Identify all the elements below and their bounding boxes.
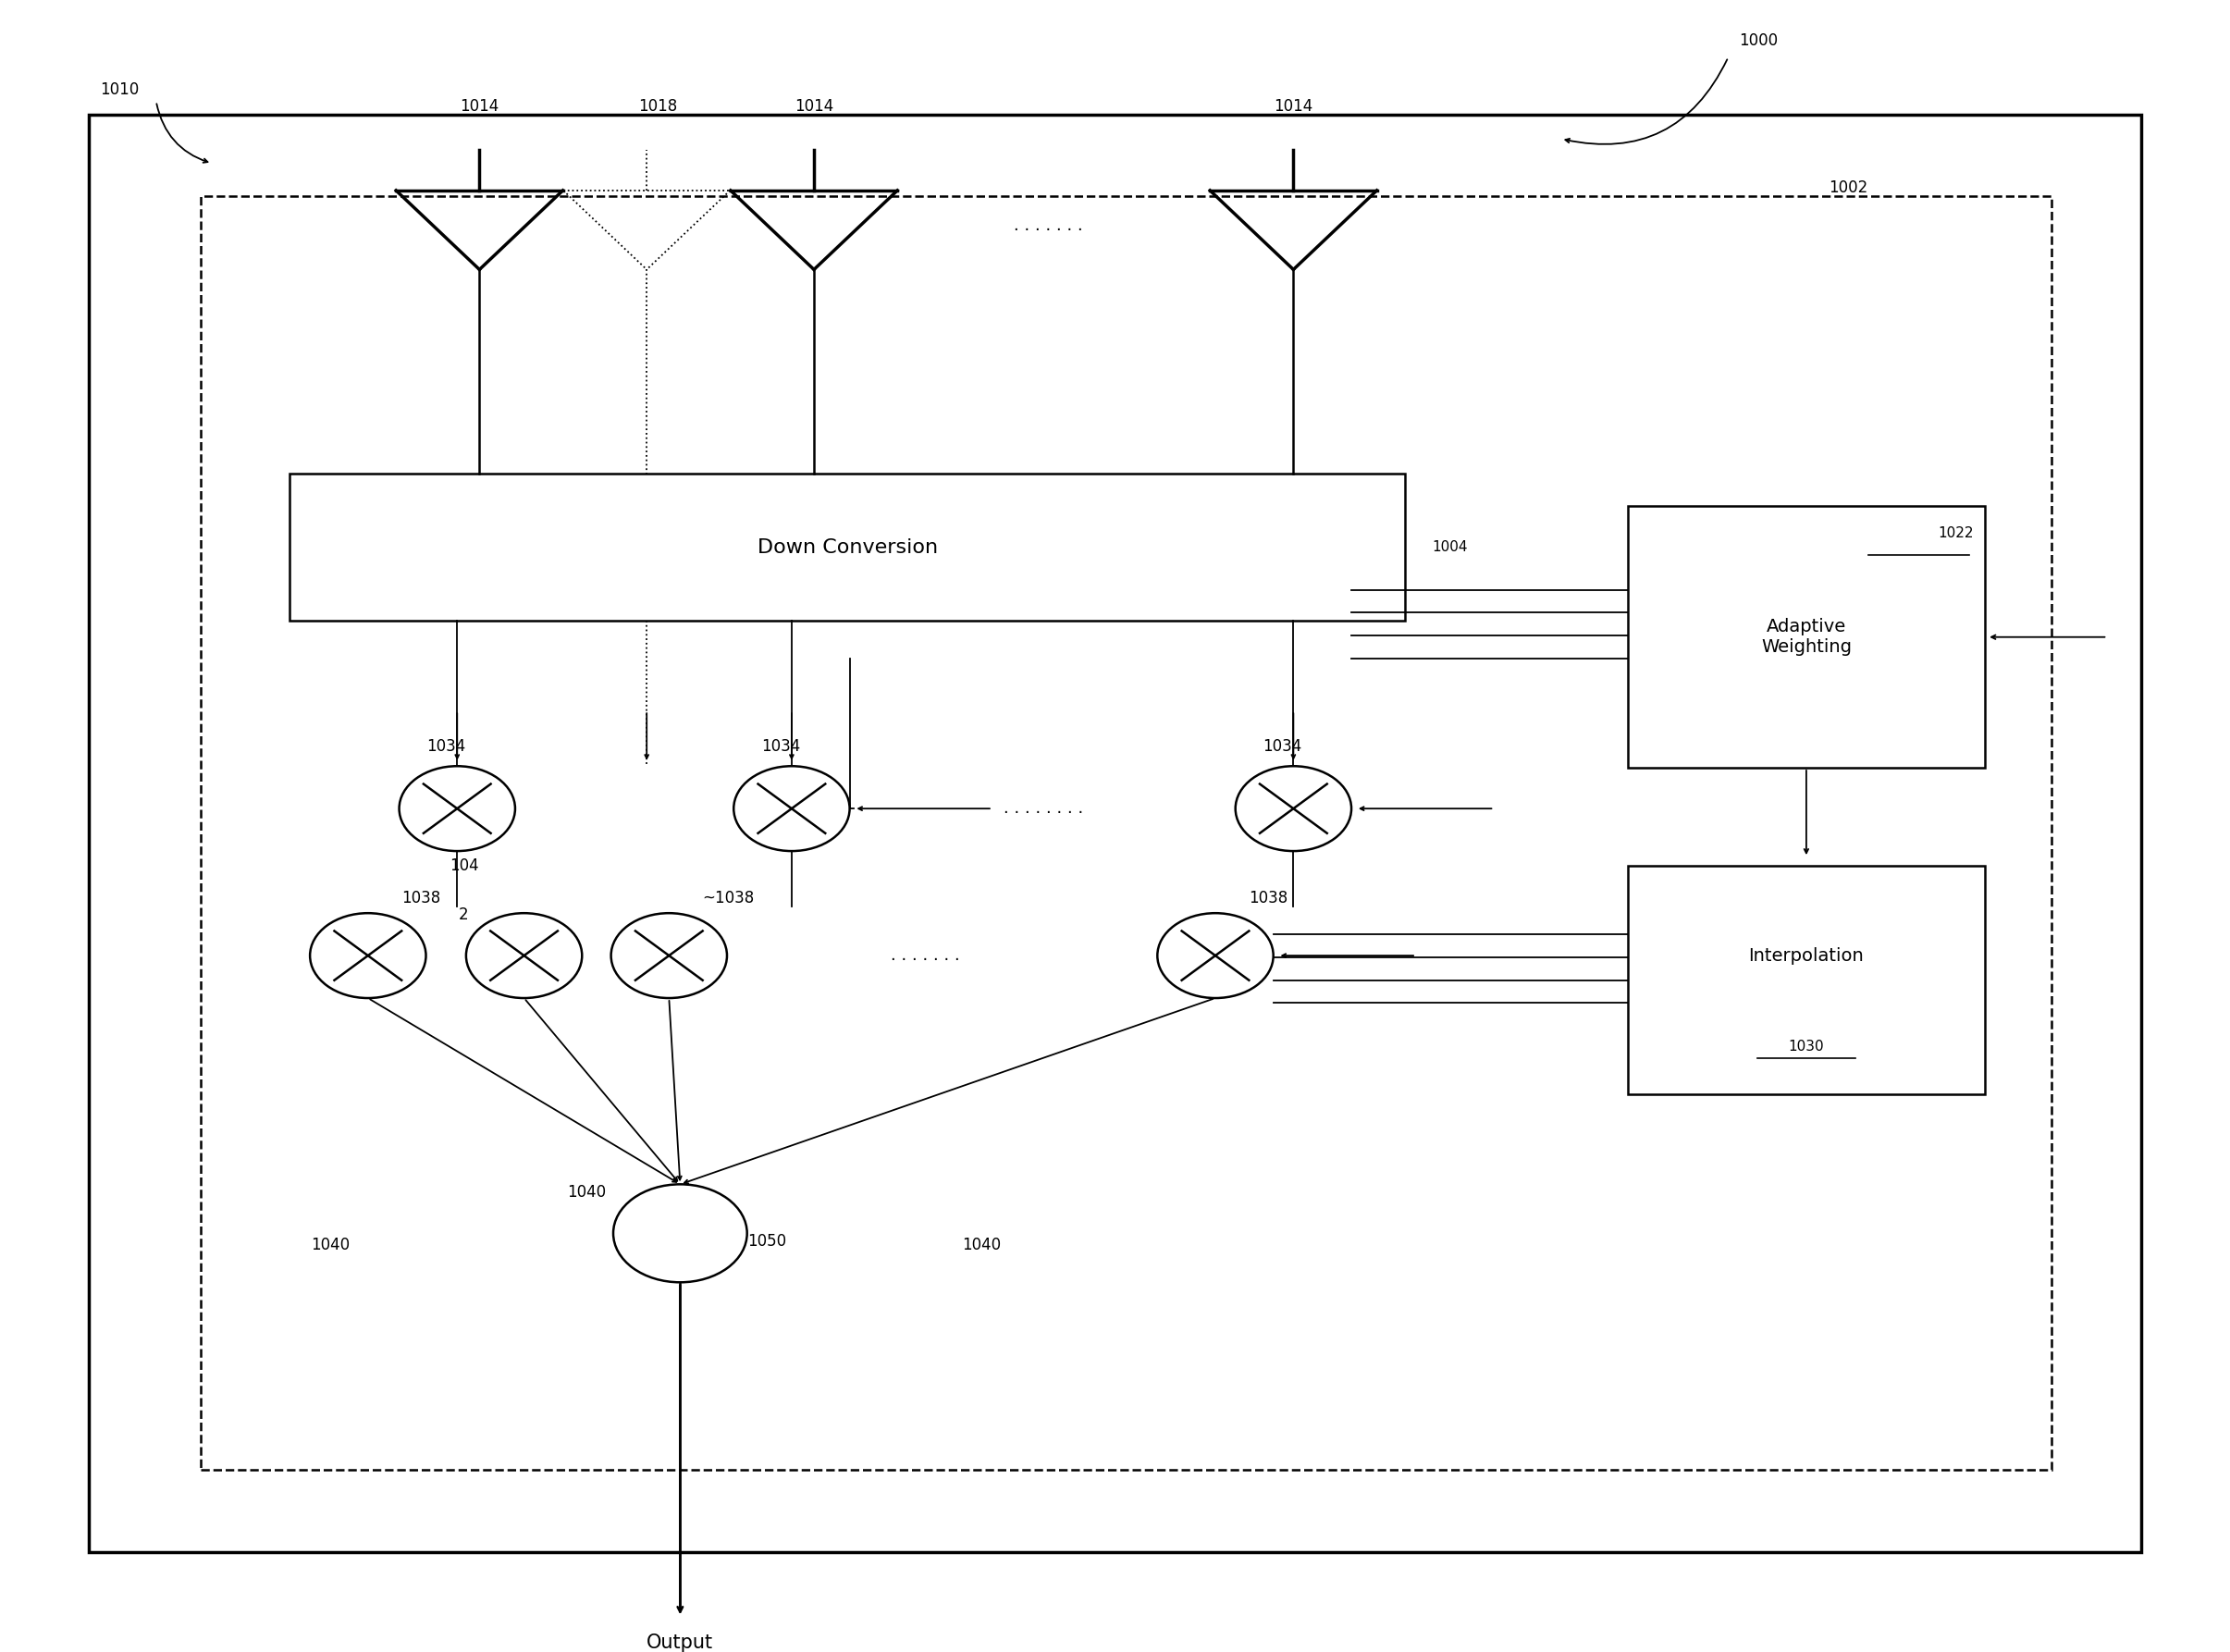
Text: Adaptive
Weighting: Adaptive Weighting: [1762, 618, 1851, 656]
Text: Output: Output: [647, 1634, 714, 1652]
Circle shape: [1235, 767, 1351, 851]
Text: 1014: 1014: [1273, 97, 1313, 114]
Circle shape: [734, 767, 850, 851]
Text: . . . . . . .: . . . . . . .: [890, 947, 961, 963]
Text: 1034: 1034: [760, 738, 801, 755]
Text: 1040: 1040: [961, 1236, 1001, 1254]
Text: 1002: 1002: [1829, 180, 1869, 197]
Text: 1050: 1050: [747, 1232, 785, 1251]
Text: Down Conversion: Down Conversion: [758, 539, 937, 557]
Bar: [89, 114, 2141, 1551]
Text: Interpolation: Interpolation: [1748, 947, 1864, 965]
Text: 1038: 1038: [401, 890, 442, 907]
Circle shape: [1157, 914, 1273, 998]
Text: 1040: 1040: [310, 1236, 350, 1254]
Text: . . . . . . . .: . . . . . . . .: [1004, 800, 1084, 816]
Text: 1040: 1040: [566, 1184, 607, 1201]
Text: 1030: 1030: [1788, 1039, 1824, 1054]
Circle shape: [399, 767, 515, 851]
Text: 1010: 1010: [100, 81, 140, 97]
Circle shape: [613, 1184, 747, 1282]
Bar: [201, 197, 2052, 1470]
Text: 2: 2: [459, 907, 468, 923]
Text: 1034: 1034: [426, 738, 466, 755]
Bar: [1628, 866, 1985, 1094]
Text: 1014: 1014: [459, 97, 500, 114]
Circle shape: [310, 914, 426, 998]
Bar: [1628, 507, 1985, 768]
Text: 1038: 1038: [1249, 890, 1289, 907]
Text: 1022: 1022: [1938, 525, 1974, 540]
Text: 104: 104: [448, 857, 479, 874]
Text: 1018: 1018: [638, 97, 678, 114]
Text: . . . . . . .: . . . . . . .: [1012, 216, 1084, 233]
Text: ~1038: ~1038: [702, 890, 754, 907]
Text: 1004: 1004: [1432, 540, 1467, 553]
Bar: [290, 474, 1405, 621]
Text: 1000: 1000: [1739, 33, 1777, 50]
Text: 1034: 1034: [1262, 738, 1302, 755]
Circle shape: [611, 914, 727, 998]
Text: 1014: 1014: [794, 97, 834, 114]
Circle shape: [466, 914, 582, 998]
